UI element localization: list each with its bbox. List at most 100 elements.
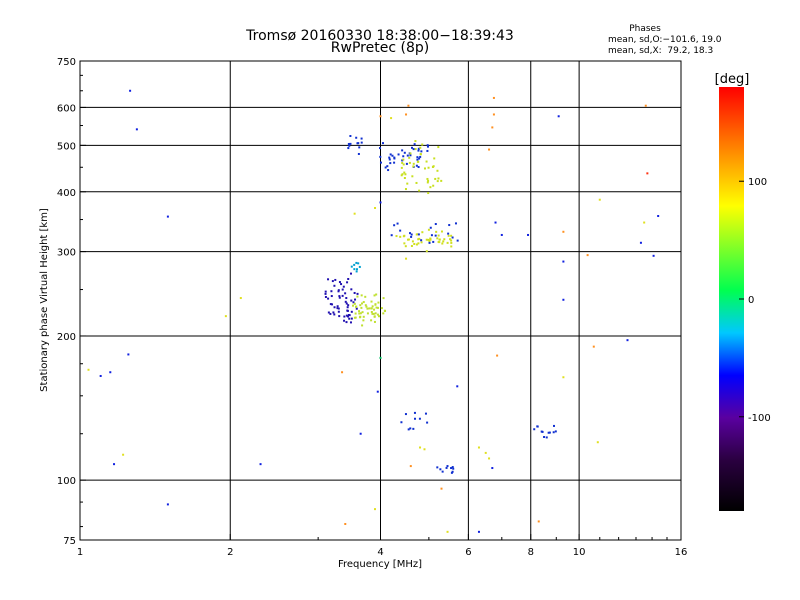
echo-point	[338, 296, 341, 299]
echo-point	[355, 307, 358, 310]
echo-point	[400, 421, 403, 424]
echo-point	[548, 431, 551, 434]
echo-point	[379, 356, 382, 359]
echo-point	[420, 241, 423, 244]
echo-point	[374, 312, 377, 315]
echo-point	[450, 467, 453, 470]
echo-point	[362, 301, 365, 304]
echo-point	[449, 238, 452, 241]
echo-point	[450, 234, 453, 237]
echo-point	[331, 303, 334, 306]
echo-point	[352, 301, 355, 304]
echo-point	[417, 238, 420, 241]
y-tick-label: 750	[57, 57, 76, 68]
echo-point	[423, 167, 426, 170]
echo-point	[411, 240, 414, 243]
echo-point	[415, 243, 418, 246]
echo-point	[405, 257, 408, 260]
echo-point	[334, 278, 337, 281]
echo-point	[387, 169, 390, 172]
echo-point	[349, 135, 352, 138]
echo-point	[409, 465, 412, 468]
echo-point	[166, 215, 169, 218]
echo-point	[344, 292, 347, 295]
echo-point	[373, 294, 376, 297]
x-tick-label: 2	[227, 547, 233, 558]
echo-point	[435, 230, 438, 233]
echo-point	[324, 290, 327, 293]
echo-point	[374, 508, 377, 511]
echo-point	[410, 244, 413, 247]
echo-point	[427, 228, 430, 231]
echo-point	[407, 104, 410, 107]
x-tick-label: 1	[77, 547, 83, 558]
echo-point	[657, 215, 660, 218]
phases-info-line2: mean, sd,X: 79.2, 18.3	[608, 46, 713, 56]
echo-point	[562, 376, 565, 379]
echo-point	[370, 300, 373, 303]
echo-point	[596, 441, 599, 444]
echo-point	[562, 230, 565, 233]
echo-point	[354, 312, 357, 315]
echo-point	[418, 157, 421, 160]
echo-point	[345, 314, 348, 317]
x-axis-label: Frequency [MHz]	[338, 559, 422, 570]
echo-point	[381, 142, 384, 145]
echo-point	[397, 153, 400, 156]
echo-point	[357, 152, 360, 155]
echo-point	[109, 371, 112, 374]
echo-point	[428, 241, 431, 244]
echo-point	[379, 115, 382, 118]
echo-point	[409, 152, 412, 155]
echo-point	[437, 146, 440, 149]
echo-point	[447, 232, 450, 235]
echo-point	[407, 428, 410, 431]
echo-point	[452, 467, 455, 470]
echo-point	[412, 162, 415, 165]
echo-point	[639, 241, 642, 244]
echo-point	[358, 312, 361, 315]
echo-point	[341, 371, 344, 374]
echo-point	[409, 232, 412, 235]
echo-point	[345, 297, 348, 300]
echo-point	[373, 320, 376, 323]
echo-point	[429, 186, 432, 189]
echo-point	[592, 345, 595, 348]
echo-point	[451, 466, 454, 469]
echo-point	[412, 148, 415, 151]
echo-point	[341, 288, 344, 291]
y-tick-label: 600	[57, 103, 76, 114]
echo-point	[388, 156, 391, 159]
echo-point	[496, 354, 499, 357]
echo-point	[358, 310, 361, 313]
y-tick-label: 100	[57, 476, 76, 487]
echo-point	[373, 308, 376, 311]
echo-point	[456, 385, 459, 388]
echo-point	[389, 153, 392, 156]
echo-point	[376, 306, 379, 309]
echo-point	[361, 311, 364, 314]
echo-point	[346, 309, 349, 312]
echo-point	[426, 421, 429, 424]
echo-point	[400, 174, 403, 177]
echo-point	[382, 312, 385, 315]
echo-point	[366, 312, 369, 315]
echo-point	[408, 156, 411, 159]
echo-point	[406, 238, 409, 241]
echo-point	[413, 143, 416, 146]
echo-point	[450, 239, 453, 242]
echo-point	[403, 171, 406, 174]
echo-point	[411, 146, 414, 149]
echo-point	[365, 305, 368, 308]
echo-point	[353, 263, 356, 266]
echo-point	[414, 148, 417, 151]
chart-title-line1: Tromsø 20160330 18:38:00−18:39:43	[245, 28, 514, 44]
echo-point	[432, 184, 435, 187]
echo-point	[329, 312, 332, 315]
echo-point	[492, 96, 495, 99]
echo-point	[390, 117, 393, 120]
echo-point	[361, 324, 364, 327]
echo-point	[440, 487, 443, 490]
echo-point	[336, 305, 339, 308]
echo-point	[415, 181, 418, 184]
